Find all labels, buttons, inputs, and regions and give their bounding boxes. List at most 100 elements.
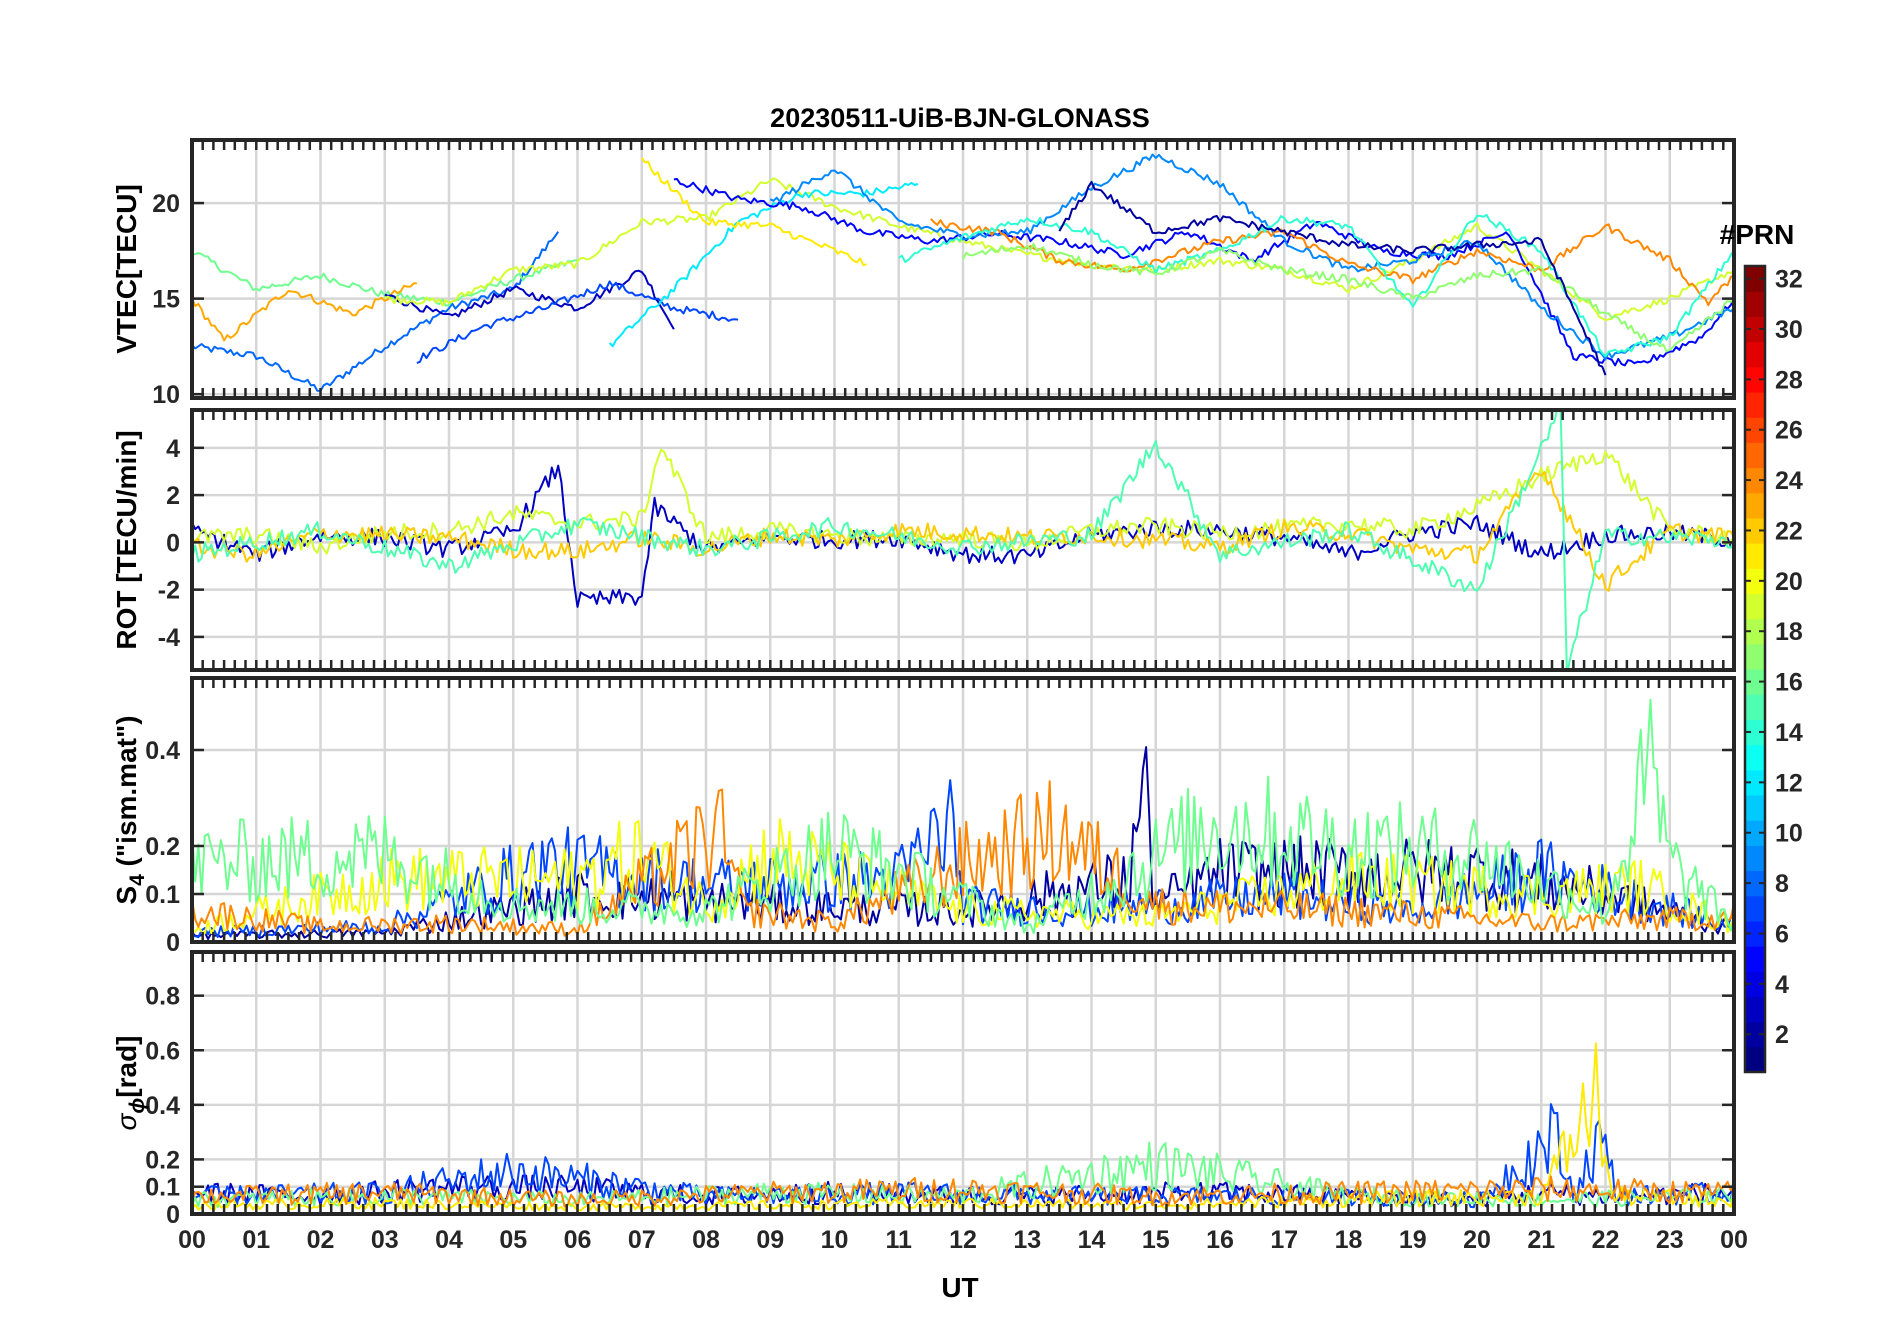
y-tick-label: 2 <box>166 482 180 510</box>
y-axis-label: VTEC[TECU] <box>111 184 142 354</box>
y-tick-label: 0.2 <box>145 833 180 861</box>
colorbar-segment <box>1745 442 1765 469</box>
x-tick-label: 01 <box>242 1226 270 1254</box>
series-line-prn-17 <box>962 242 1734 353</box>
colorbar-tick-label: 32 <box>1775 266 1803 294</box>
series-line-prn-16 <box>192 698 1734 935</box>
x-tick-label: 22 <box>1592 1226 1620 1254</box>
y-tick-label: 15 <box>152 286 180 314</box>
series-line-prn-3 <box>192 464 1734 608</box>
y-axis-label: S4 ("ism.mat") <box>111 715 149 904</box>
minor-ticks-x <box>190 410 1736 670</box>
series-line-prn-24 <box>192 1175 1734 1209</box>
y-tick-label: -2 <box>158 577 180 605</box>
y-tick-label: 0 <box>166 1201 180 1229</box>
series-line-prn-15 <box>192 410 1734 670</box>
panel-s4: 0 0.1 0.2 0.4S4 ("ism.mat") <box>111 676 1736 957</box>
colorbar-title: #PRN <box>1720 219 1795 250</box>
y-tick-label: 0.4 <box>145 737 180 765</box>
colorbar-segment <box>1745 845 1765 872</box>
y-axis-label: σϕ[rad] <box>111 1035 149 1130</box>
minor-ticks-x <box>190 952 1736 1214</box>
colorbar-frame <box>1743 264 1767 1074</box>
series-line-prn-8 <box>192 231 560 392</box>
y-tick-label: 0.6 <box>145 1037 180 1065</box>
colorbar-segment <box>1745 794 1765 821</box>
colorbar-segment <box>1745 618 1765 645</box>
y-tick-label: 4 <box>166 435 180 463</box>
colorbar-tick-label: 2 <box>1775 1021 1789 1049</box>
x-tick-label: 02 <box>307 1226 335 1254</box>
x-tick-label: 20 <box>1463 1226 1491 1254</box>
panel-rot: -4 -2 0 2 4 ROT [TECU/min] <box>111 408 1736 672</box>
colorbar-segment <box>1745 266 1765 292</box>
colorbar-segment <box>1745 971 1765 998</box>
colorbar-segment <box>1745 669 1765 695</box>
panel-vtec: 10 15 20 VTEC[TECU] <box>111 138 1736 409</box>
series-line-prn-21 <box>640 157 867 267</box>
x-axis-label: UT <box>941 1272 978 1303</box>
series-line-prn-23 <box>192 282 417 342</box>
y-tick-label: 0.1 <box>145 881 180 909</box>
y-axis-label: ROT [TECU/min] <box>111 430 142 649</box>
colorbar-segment <box>1745 895 1765 922</box>
x-tick-label: 09 <box>756 1226 784 1254</box>
series-line-prn-3 <box>384 269 675 330</box>
colorbar-segment <box>1745 517 1765 544</box>
x-tick-label: 21 <box>1527 1226 1555 1254</box>
minor-ticks-x <box>190 140 1736 398</box>
colorbar-segment <box>1745 744 1765 771</box>
colorbar-segment <box>1745 946 1765 972</box>
x-tick-label: 18 <box>1335 1226 1363 1254</box>
minor-ticks-x <box>190 678 1736 942</box>
series-line-prn-7 <box>416 280 739 365</box>
colorbar-tick-label: 6 <box>1775 920 1789 948</box>
x-tick-label: 05 <box>499 1226 527 1254</box>
x-tick-label: 08 <box>692 1226 720 1254</box>
y-tick-label: 0 <box>166 529 180 557</box>
x-tick-label: 11 <box>886 1226 913 1254</box>
colorbar-tick-label: 14 <box>1775 719 1803 747</box>
x-tick-label: 13 <box>1013 1226 1041 1254</box>
x-tick-label: 03 <box>371 1226 399 1254</box>
colorbar-tick-label: 10 <box>1775 820 1803 848</box>
colorbar-segment <box>1745 643 1765 670</box>
colorbar-segment <box>1745 391 1765 418</box>
colorbar-tick-label: 4 <box>1775 971 1789 999</box>
y-tick-label: 0.4 <box>145 1092 180 1120</box>
series-line-prn-24 <box>192 780 1734 937</box>
colorbar-segment <box>1745 366 1765 393</box>
series-line-prn-19 <box>384 177 1734 322</box>
colorbar-segment <box>1745 820 1765 846</box>
series-line-prn-24 <box>930 218 1734 307</box>
colorbar-segment <box>1745 996 1765 1023</box>
colorbar-segment <box>1745 568 1765 595</box>
colorbar-tick-label: 24 <box>1775 467 1803 495</box>
x-tick-label: 14 <box>1078 1226 1106 1254</box>
colorbar-segment <box>1745 341 1765 368</box>
series-line-prn-12 <box>608 181 919 348</box>
x-tick-label: 07 <box>628 1226 656 1254</box>
x-tick-label: 00 <box>178 1226 206 1254</box>
series-line-prn-7 <box>192 779 1734 939</box>
x-tick-label: 19 <box>1399 1226 1427 1254</box>
y-tick-label: 0.1 <box>145 1174 180 1202</box>
panel-sigma: 00.10.2 0.4 0.6 0.8 00 01 02 03 04 05 06 07 08 09 10 11… <box>111 950 1748 1254</box>
colorbar-segment <box>1745 417 1765 443</box>
figure-title: 20230511-UiB-BJN-GLONASS <box>770 103 1150 133</box>
y-tick-label: 0.8 <box>145 983 180 1011</box>
colorbar-tick-label: 30 <box>1775 316 1803 344</box>
x-tick-label: 10 <box>821 1226 849 1254</box>
x-tick-label: 16 <box>1206 1226 1234 1254</box>
colorbar-tick-label: 28 <box>1775 366 1803 394</box>
colorbar-tick-label: 12 <box>1775 769 1803 797</box>
colorbar-segment <box>1745 920 1765 947</box>
colorbar-segment <box>1745 316 1765 343</box>
series-line-prn-16 <box>192 252 578 307</box>
x-tick-label: 04 <box>435 1226 463 1254</box>
colorbar-segment <box>1745 543 1765 569</box>
colorbar-segment <box>1745 291 1765 317</box>
colorbar-tick-label: 20 <box>1775 568 1803 596</box>
